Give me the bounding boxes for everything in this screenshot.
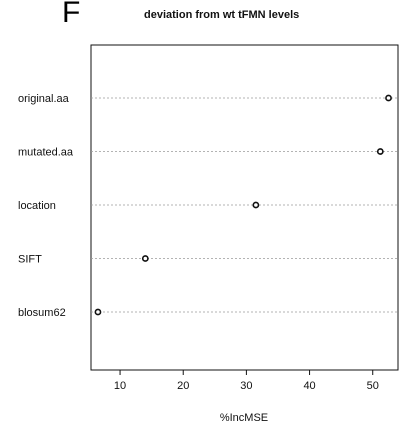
grid-lines <box>91 97 398 313</box>
category-label-location: location <box>18 200 56 212</box>
plot-frame <box>90 44 399 371</box>
x-axis: 10 20 30 40 50 <box>114 370 379 392</box>
x-tick-label-50: 50 <box>367 380 379 392</box>
category-label-mutated.aa: mutated.aa <box>18 147 74 159</box>
category-label-blosum62: blosum62 <box>18 307 66 319</box>
data-points <box>94 94 392 316</box>
x-tick-label-10: 10 <box>114 380 126 392</box>
data-point-SIFT <box>141 255 149 262</box>
x-tick-label-20: 20 <box>177 380 189 392</box>
x-axis-title: %IncMSE <box>220 412 268 424</box>
data-point-blosum62 <box>94 308 102 316</box>
data-point-mutated.aa <box>376 148 384 155</box>
category-label-SIFT: SIFT <box>18 254 42 266</box>
chart-title: deviation from wt tFMN levels <box>144 9 300 21</box>
data-point-location <box>252 201 260 209</box>
category-label-original.aa: original.aa <box>18 93 70 105</box>
data-point-original.aa <box>385 94 392 102</box>
panel-letter: F <box>62 0 81 29</box>
x-tick-label-40: 40 <box>303 380 315 392</box>
category-labels: original.aa mutated.aa location SIFT blosum6… <box>18 93 74 319</box>
x-tick-label-30: 30 <box>240 380 252 392</box>
